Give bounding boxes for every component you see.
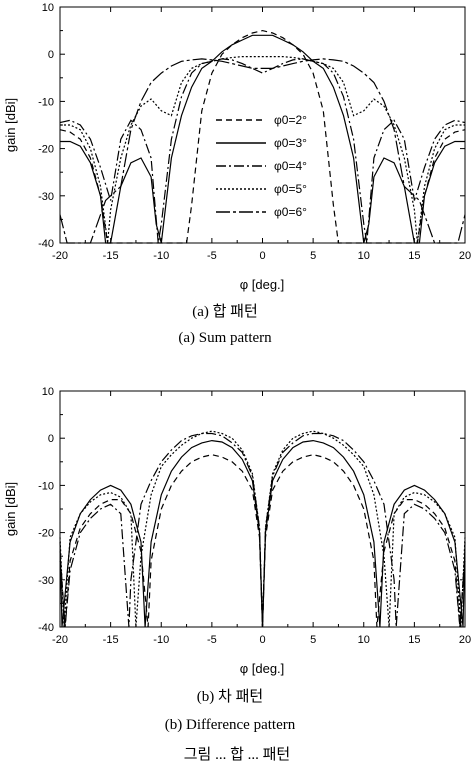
plot-frame <box>59 6 466 244</box>
y-tick-label: -10 <box>38 480 54 492</box>
x-axis-label: φ [deg.] <box>240 661 285 676</box>
caption-en: (b) Difference pattern <box>165 717 296 733</box>
y-tick-label: 10 <box>42 386 54 398</box>
series-line-2 <box>59 454 466 628</box>
x-tick-label: -20 <box>52 250 68 262</box>
difference-pattern-chart: -20 -15 -10 -5 0 5 10 15 20 10 0 -10 -20 -30 -40 φ [de… <box>3 386 471 733</box>
ticks: -20 -15 -10 -5 0 5 10 15 20 10 0 -10 -20 -30 -40 <box>38 2 471 262</box>
y-tick-label: 0 <box>48 49 54 61</box>
series-line-3 <box>59 58 466 244</box>
legend-label: φ0=5° <box>274 182 307 196</box>
x-tick-label: -15 <box>103 250 119 262</box>
legend: φ0=2° φ0=3° φ0=4° φ0=5° φ0=6° <box>216 113 307 219</box>
legend-label: φ0=2° <box>274 113 307 127</box>
x-tick-label: 15 <box>408 634 420 646</box>
x-tick-label: 5 <box>310 634 316 646</box>
y-tick-label: -30 <box>38 575 54 587</box>
y-tick-label: 10 <box>42 2 54 14</box>
legend-label: φ0=3° <box>274 136 307 150</box>
figure-caption-partial: 그림 ... 합 ... 패턴 <box>184 746 291 763</box>
y-tick-label: -30 <box>38 191 54 203</box>
x-tick-label: -10 <box>153 634 169 646</box>
x-tick-label: -10 <box>153 250 169 262</box>
y-axis-label: gain [dBi] <box>3 98 18 152</box>
y-axis-label: gain [dBi] <box>3 482 18 536</box>
series-line-5 <box>59 58 466 244</box>
y-tick-label: -10 <box>38 96 54 108</box>
sum-pattern-chart: -20 -15 -10 -5 0 5 10 15 20 10 0 -10 -20 -30 -40 φ0=2°… <box>3 2 471 346</box>
y-tick-label: 0 <box>48 433 54 445</box>
x-tick-label: -5 <box>207 634 217 646</box>
y-tick-label: -20 <box>38 528 54 540</box>
x-tick-label: 15 <box>408 250 420 262</box>
caption-ko: (b) 차 패턴 <box>197 688 263 705</box>
x-tick-label: 0 <box>259 250 265 262</box>
series-line-4 <box>59 432 466 628</box>
series-line-1 <box>59 439 466 628</box>
series-layer <box>59 430 466 628</box>
plot-frame <box>59 390 466 628</box>
x-tick-label: 0 <box>259 634 265 646</box>
series-line-3 <box>59 430 466 628</box>
x-axis-label: φ [deg.] <box>240 277 285 292</box>
series-layer <box>59 29 466 244</box>
x-tick-label: -5 <box>207 250 217 262</box>
series-line-2 <box>60 34 465 244</box>
x-tick-label: 10 <box>358 250 370 262</box>
series-line-4 <box>60 55 465 244</box>
x-tick-label: 10 <box>358 634 370 646</box>
series-line-1 <box>59 29 466 244</box>
x-tick-label: -20 <box>52 634 68 646</box>
y-tick-label: -20 <box>38 144 54 156</box>
x-tick-label: 5 <box>310 250 316 262</box>
y-tick-label: -40 <box>38 622 54 634</box>
caption-en: (a) Sum pattern <box>178 330 272 346</box>
y-tick-label: -40 <box>38 238 54 250</box>
legend-label: φ0=4° <box>274 159 307 173</box>
ticks: -20 -15 -10 -5 0 5 10 15 20 10 0 -10 -20 -30 -40 <box>38 386 471 646</box>
x-tick-label: 20 <box>459 634 471 646</box>
legend-label: φ0=6° <box>274 205 307 219</box>
x-tick-label: 20 <box>459 250 471 262</box>
caption-ko: (a) 합 패턴 <box>192 303 258 320</box>
x-tick-label: -15 <box>103 634 119 646</box>
